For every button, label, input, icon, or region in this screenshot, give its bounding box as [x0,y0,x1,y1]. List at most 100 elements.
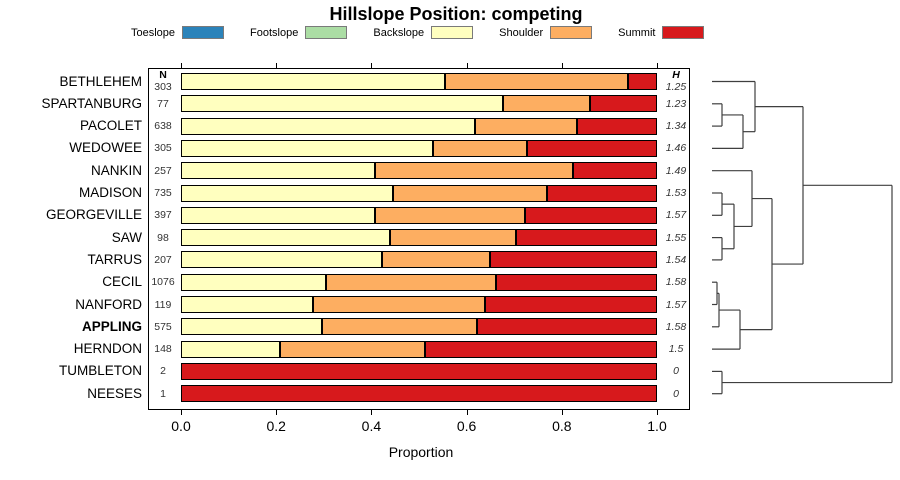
bar-segment-backslope [181,95,504,113]
h-value: 0 [673,387,679,400]
bar-segment-backslope [181,206,376,224]
legend-label: Backslope [373,26,425,39]
series-label-madison: MADISON [78,185,142,200]
tick-top [657,63,658,68]
bar-segment-backslope [181,251,382,269]
stacked-bar-spartanburg [181,95,657,113]
legend-item-footslope: Footslope [250,26,348,39]
n-value: 305 [154,142,172,155]
bar-segment-shoulder [475,117,578,135]
stacked-bar-wedowee [181,139,657,157]
n-value: 1076 [151,276,175,289]
x-tick-label: 0.6 [456,418,477,434]
bar-segment-backslope [181,117,476,135]
h-value: 1.34 [665,120,687,133]
tick-bottom [561,410,563,415]
legend-label: Toeslope [131,26,176,39]
legend-item-toeslope: Toeslope [131,26,225,39]
h-value: 1.53 [665,187,687,199]
legend-label: Footslope [250,26,299,39]
bar-segment-backslope [181,296,313,313]
legend-swatch-footslope [305,26,348,39]
bar-segment-summit [589,95,657,113]
x-tick-label: 1.0 [647,418,667,434]
tick-bottom [276,410,278,415]
x-tick-label: 0.2 [266,418,286,434]
tick-top [371,63,373,68]
n-value: 119 [154,298,172,311]
h-value: 1.46 [665,142,687,155]
series-label-tarrus: TARRUS [87,251,142,267]
n-value: 638 [154,120,172,133]
legend: Toeslope Footslope Backslope Shoulder Summit [131,24,705,41]
stacked-bar-tarrus [181,251,657,269]
n-value: 2 [160,365,166,378]
bar-segment-backslope [181,73,446,90]
series-label-nanford: NANFORD [75,296,142,312]
legend-label: Summit [618,26,656,39]
n-value: 735 [154,187,172,199]
series-label-tumbleton: TUMBLETON [58,363,142,379]
bar-segment-summit [547,184,657,202]
tick-bottom [466,410,468,415]
stacked-bar-nankin [181,162,657,180]
legend-swatch-shoulder [550,26,593,39]
legend-item-backslope: Backslope [373,26,474,39]
bar-segment-shoulder [389,229,517,247]
stacked-bar-tumbleton [181,362,657,380]
n-value: 148 [154,343,172,356]
stacked-bar-saw [181,229,657,247]
bar-segment-summit [527,139,657,157]
bar-segment-backslope [181,139,433,157]
bar-segment-summit [496,273,657,291]
series-label-nankin: NANKIN [90,162,142,178]
bar-segment-backslope [181,318,322,336]
bar-segment-shoulder [321,318,478,336]
h-value: 1.25 [665,81,687,93]
bar-segment-backslope [181,273,327,291]
legend-item-shoulder: Shoulder [499,26,593,39]
legend-label: Shoulder [499,26,544,39]
bar-segment-shoulder [326,273,497,291]
n-column-header: N [159,69,167,81]
n-value: 1 [160,387,166,400]
legend-swatch-summit [662,26,705,39]
bar-segment-summit [485,296,657,313]
h-value: 1.54 [665,253,687,266]
stacked-bar-georgeville [181,206,657,224]
legend-swatch-backslope [431,26,474,39]
x-tick-label: 0.0 [171,418,191,434]
bar-segment-summit [573,162,657,180]
bar-segment-backslope [181,184,393,202]
h-value: 1.55 [665,231,687,244]
tick-top [561,63,563,68]
tick-top [276,63,278,68]
h-value: 1.58 [665,320,687,333]
tick-top [181,63,182,68]
bar-segment-summit [489,251,657,269]
n-value: 575 [154,320,172,333]
bar-segment-backslope [181,340,280,358]
bar-segment-summit [424,340,657,358]
bar-segment-summit [627,73,657,90]
tick-bottom [371,410,373,415]
h-column-header: H [672,69,680,81]
tick-bottom [181,410,182,415]
n-value: 207 [154,253,172,266]
h-value: 1.58 [665,276,687,289]
chart-title: Hillslope Position: competing [329,4,583,24]
n-value: 397 [154,209,172,222]
bar-segment-shoulder [445,73,628,90]
h-value: 1.57 [665,209,687,222]
bar-segment-shoulder [392,184,548,202]
series-label-neeses: NEESES [87,385,142,401]
bar-segment-shoulder [381,251,490,269]
bar-segment-summit [477,318,657,336]
h-value: 0 [673,365,679,378]
bar-segment-backslope [181,229,390,247]
bar-segment-shoulder [280,340,425,358]
bar-segment-summit [516,229,657,247]
plot-area-border [148,68,690,410]
stacked-bar-bethlehem [181,73,657,90]
x-axis-title: Proportion [388,444,454,460]
